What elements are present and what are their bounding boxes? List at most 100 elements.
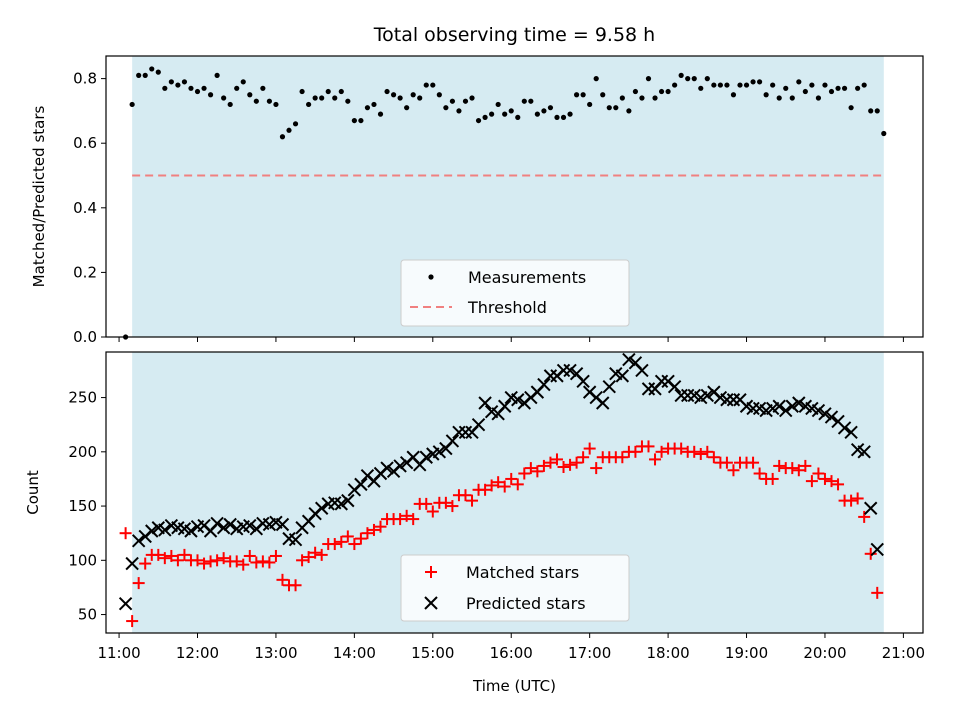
matched-star-point <box>845 494 858 507</box>
measurement-point <box>495 101 501 108</box>
measurement-point <box>711 82 717 88</box>
matched-star-point <box>537 459 550 472</box>
matched-star-point <box>557 461 570 474</box>
measurement-point <box>371 101 377 108</box>
measurement-point <box>449 98 456 104</box>
predicted-star-point <box>674 388 688 403</box>
matched-star-point <box>675 442 688 455</box>
measurement-point <box>645 76 652 82</box>
matched-star-point <box>688 445 701 458</box>
measurement-point <box>521 98 527 104</box>
measurement-point <box>430 82 436 88</box>
matched-star-point <box>296 554 309 567</box>
measurement-point <box>423 82 429 88</box>
measurement-point <box>868 108 874 114</box>
y-tick-label: 250 <box>68 389 97 407</box>
predicted-star-point <box>700 388 715 403</box>
matched-star-point <box>243 549 256 562</box>
measurement-point <box>221 95 227 101</box>
top-x-ticks <box>118 337 904 342</box>
x-tick-label: 16:00 <box>490 644 533 662</box>
measurement-point <box>763 92 769 98</box>
matched-star-point <box>132 577 145 590</box>
bottom-y-axis-label: Count <box>24 470 42 515</box>
matched-star-point <box>394 513 407 526</box>
matched-star-point <box>191 554 204 567</box>
measurement-point <box>560 114 567 120</box>
predicted-star-point <box>602 380 616 394</box>
bottom-legend-box <box>400 554 630 622</box>
measurement-point <box>835 85 841 91</box>
predicted-star-point <box>458 425 473 439</box>
measurement-point <box>874 108 880 114</box>
matched-star-point <box>564 458 577 471</box>
y-tick-label: 0.6 <box>73 134 97 152</box>
predicted-legend-marker <box>424 596 438 610</box>
bottom-axes-frame <box>105 351 924 634</box>
matched-stars-points <box>119 440 884 628</box>
measurement-point <box>789 95 795 101</box>
matched-star-point <box>211 554 224 567</box>
measurement-point <box>129 101 135 108</box>
measurement-point <box>260 85 266 91</box>
matched-star-point <box>204 555 217 568</box>
measurement-point <box>247 92 253 98</box>
measurement-point <box>750 79 756 85</box>
measurement-point <box>515 114 521 120</box>
matched-star-point <box>256 555 269 568</box>
predicted-star-point <box>341 493 355 508</box>
matched-star-point <box>289 579 302 592</box>
matched-star-point <box>544 456 557 469</box>
y-tick-label: 100 <box>68 551 97 569</box>
matched-star-point <box>773 459 786 472</box>
matched-star-point <box>171 554 184 567</box>
matched-star-point <box>753 467 766 480</box>
matched-star-point <box>407 513 420 526</box>
bottom-count-panel: 50 100 150 200 250 11:00 12:00 13:00 14:00 15:00… <box>24 351 925 695</box>
x-tick-label: 19:00 <box>725 644 768 662</box>
matched-star-point <box>374 520 387 533</box>
measurement-point <box>351 117 357 124</box>
measurement-point <box>632 88 639 95</box>
matched-star-point <box>583 442 596 455</box>
measurement-point <box>162 85 168 91</box>
predicted-star-point <box>478 396 492 410</box>
predicted-star-point <box>635 363 649 378</box>
predicted-star-point <box>275 517 290 532</box>
matched-star-point <box>354 532 367 545</box>
y-tick-label: 0.4 <box>73 199 97 217</box>
predicted-star-point <box>184 524 198 538</box>
x-tick-label: 18:00 <box>646 644 689 662</box>
matched-star-point <box>864 547 877 560</box>
matched-star-point <box>747 456 760 469</box>
measurement-point <box>142 72 148 78</box>
measurement-point <box>443 105 449 111</box>
predicted-star-point <box>785 399 799 413</box>
matched-star-point <box>439 496 452 509</box>
measurement-point <box>652 95 658 101</box>
x-tick-label: 14:00 <box>333 644 376 662</box>
matched-star-point <box>165 549 178 562</box>
matched-star-point <box>315 548 328 561</box>
predicted-star-point <box>118 596 133 611</box>
measurement-point <box>325 88 331 95</box>
matched-star-point <box>570 456 583 469</box>
matched-star-point <box>230 555 243 568</box>
matched-star-point <box>701 445 714 458</box>
bottom-legend: Matched stars Predicted stars <box>400 554 630 622</box>
measurement-point <box>613 105 619 111</box>
measurement-point <box>855 85 861 91</box>
predicted-star-point <box>837 421 852 435</box>
measurement-point <box>482 114 488 120</box>
matched-star-point <box>158 552 171 565</box>
measurement-point <box>469 95 475 101</box>
measurement-point <box>573 92 580 98</box>
predicted-star-point <box>576 374 590 389</box>
matched-star-point <box>361 527 374 540</box>
y-tick-label: 200 <box>68 443 97 461</box>
matched-star-point <box>466 494 479 507</box>
measurement-point <box>841 85 848 91</box>
measurement-point <box>796 79 802 85</box>
matched-star-point <box>577 451 590 464</box>
measurement-point <box>227 101 233 108</box>
